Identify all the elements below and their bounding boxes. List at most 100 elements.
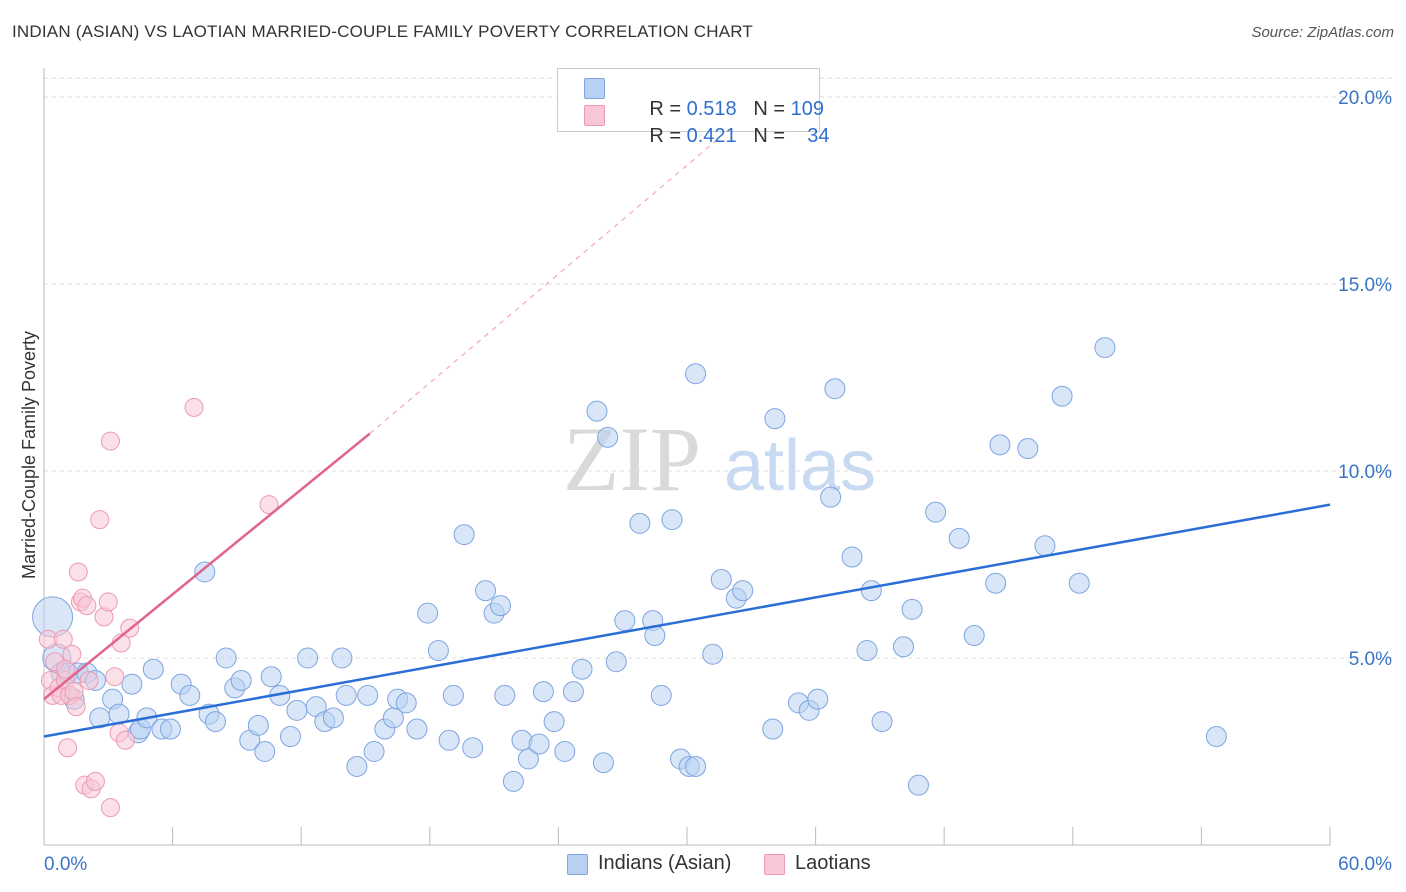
y-axis-label: Married-Couple Family Poverty (19, 331, 39, 579)
data-point-indians (989, 434, 1011, 456)
data-point-indians (1051, 385, 1073, 407)
x-tick-label: 0.0% (44, 854, 87, 875)
legend-swatch-pink (584, 105, 605, 126)
data-point-indians (562, 681, 584, 703)
data-point-indians (907, 774, 929, 796)
data-point-indians (702, 643, 724, 665)
trend-line-laotians (43, 432, 371, 701)
legend-r-label: R = (649, 125, 687, 147)
data-point-indians (142, 658, 164, 680)
data-point-indians (297, 647, 319, 669)
data-point-laotians (98, 592, 118, 612)
watermark-zip: ZIP (563, 408, 701, 510)
data-point-indians (597, 426, 619, 448)
data-point-indians (1205, 726, 1227, 748)
data-point-indians (543, 711, 565, 733)
data-point-indians (592, 752, 614, 774)
data-point-indians (417, 602, 439, 624)
data-point-indians (279, 726, 301, 748)
data-point-indians (892, 636, 914, 658)
trend-line-indians (43, 503, 1331, 738)
legend-r-value: 0.421 (686, 125, 737, 147)
data-point-indians (871, 711, 893, 733)
data-point-indians (528, 733, 550, 755)
data-point-indians (1017, 438, 1039, 460)
data-point-indians (948, 527, 970, 549)
legend-n-value: 109 (790, 98, 824, 120)
watermark: ZIP atlas (563, 408, 876, 510)
data-point-indians (807, 688, 829, 710)
data-point-indians (732, 580, 754, 602)
data-point-laotians (100, 798, 120, 818)
trend-lines (43, 137, 1331, 738)
watermark-atlas: atlas (724, 426, 876, 506)
data-point-laotians (105, 667, 125, 687)
data-point-laotians (115, 730, 135, 750)
data-point-indians (925, 501, 947, 523)
legend-r-value: 0.518 (686, 98, 737, 120)
data-point-laotians (55, 659, 75, 679)
data-point-indians (685, 363, 707, 385)
data-point-indians (517, 748, 539, 770)
x-tick-label: 60.0% (1338, 854, 1392, 875)
data-point-indians (1094, 337, 1116, 359)
data-point-laotians (90, 510, 110, 530)
data-point-indians (442, 684, 464, 706)
legend-n-label: N = (753, 125, 791, 147)
data-point-indians (357, 684, 379, 706)
data-point-indians (335, 684, 357, 706)
legend-row-laotians: R = 0.421 N = 34 (584, 102, 830, 194)
data-point-indians (254, 741, 276, 762)
trend-line-laotians-extension (369, 137, 720, 435)
data-point-indians (215, 647, 237, 669)
data-point-indians (438, 729, 460, 751)
data-point-indians (462, 737, 484, 759)
y-tick-label: 15.0% (1338, 275, 1392, 296)
data-point-indians (820, 486, 842, 508)
data-point-indians (121, 673, 143, 695)
data-point-indians (502, 770, 524, 792)
legend-label: Laotians (795, 852, 871, 874)
data-point-indians (571, 658, 593, 680)
data-point-indians (494, 684, 516, 706)
legend-label: Indians (Asian) (598, 852, 732, 874)
tick-labels: 5.0% 10.0% 15.0% 20.0% 0.0% 60.0% (44, 88, 1392, 875)
chart-title: INDIAN (ASIAN) VS LAOTIAN MARRIED-COUPLE… (12, 22, 754, 41)
data-point-indians (762, 718, 784, 740)
data-point-laotians (68, 562, 88, 582)
data-point-indians (963, 625, 985, 647)
data-point-indians (685, 755, 707, 777)
data-point-indians (427, 640, 449, 662)
data-point-indians (629, 512, 651, 534)
legend-n-label: N = (753, 98, 791, 120)
data-point-indians (985, 572, 1007, 594)
data-point-indians (511, 729, 533, 751)
data-point-indians (661, 509, 683, 531)
legend-swatch-blue (584, 78, 605, 99)
source-label: Source: ZipAtlas.com (1251, 24, 1394, 41)
data-point-indians (453, 524, 475, 546)
data-point-indians (586, 400, 608, 422)
data-point-indians (363, 741, 385, 762)
data-point-laotians (58, 738, 78, 758)
axes (43, 68, 1331, 846)
data-point-indians (614, 610, 636, 632)
data-point-indians (346, 755, 368, 777)
data-point-indians (247, 714, 269, 736)
data-point-indians (204, 711, 226, 733)
data-point-indians (194, 561, 216, 583)
legend-r-label: R = (649, 98, 687, 120)
data-point-indians (159, 718, 181, 740)
series-indians-asian (32, 337, 1227, 796)
data-point-laotians (79, 670, 99, 690)
data-point-indians (331, 647, 353, 669)
y-tick-label: 5.0% (1349, 649, 1392, 670)
data-point-indians (395, 692, 417, 714)
series-laotians (38, 397, 279, 818)
data-point-indians (841, 546, 863, 568)
data-point-laotians (85, 771, 105, 791)
data-point-indians (605, 651, 627, 673)
legend-n-value: 34 (807, 125, 830, 147)
data-point-indians (490, 595, 512, 617)
data-point-indians (554, 741, 576, 762)
